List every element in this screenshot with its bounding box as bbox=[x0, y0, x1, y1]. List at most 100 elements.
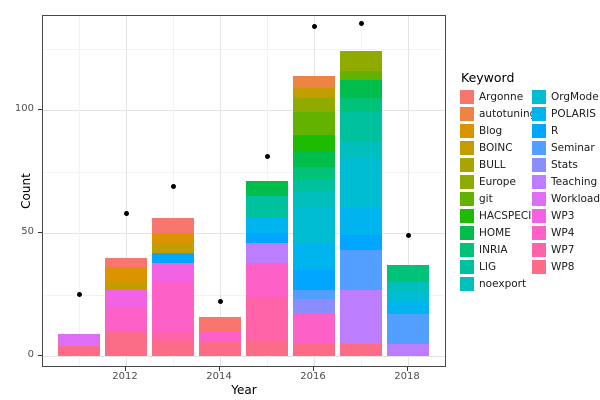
data-point-2016 bbox=[311, 23, 317, 29]
bar-segment-2018-INRIA bbox=[387, 264, 429, 283]
legend-item-Teaching: Teaching bbox=[532, 175, 600, 189]
bar-segment-2015-POLARIS bbox=[246, 218, 288, 233]
bar-segment-2015-LIG bbox=[246, 196, 288, 219]
bar-segment-2013-R bbox=[152, 252, 194, 263]
bar-segment-2015-WP4 bbox=[246, 262, 288, 297]
data-point-2017 bbox=[358, 21, 364, 27]
bar-segment-2017-LIG bbox=[340, 112, 382, 142]
bar-segment-2016-OrgMode bbox=[293, 208, 335, 243]
data-point-2018 bbox=[405, 232, 411, 238]
bar-segment-2016-HACSPECIS bbox=[293, 134, 335, 152]
legend-swatch-Blog bbox=[460, 124, 474, 138]
legend-label-Stats: Stats bbox=[551, 159, 578, 171]
legend-swatch-HOME bbox=[460, 226, 474, 240]
bar-segment-2016-HOME bbox=[293, 151, 335, 167]
gridline-y-minor bbox=[43, 48, 445, 50]
bar-segment-2013-WP8 bbox=[152, 341, 194, 356]
legend-item-WP4: WP4 bbox=[532, 226, 600, 240]
bar-segment-2014-Argonne bbox=[199, 316, 241, 332]
legend-label-Workload: Workload bbox=[551, 193, 600, 205]
gridline-x-major bbox=[408, 16, 409, 366]
legend-label-WP4: WP4 bbox=[551, 227, 575, 239]
legend-label-autotuning: autotuning bbox=[479, 108, 537, 120]
legend-label-Europe: Europe bbox=[479, 176, 516, 188]
legend-item-POLARIS: POLARIS bbox=[532, 107, 600, 121]
legend-swatch-POLARIS bbox=[532, 107, 546, 121]
legend-swatch-Workload bbox=[532, 192, 546, 206]
gridline-y-major bbox=[43, 110, 445, 111]
x-tick-label-2012: 2012 bbox=[112, 371, 138, 382]
gridline-y-major bbox=[43, 233, 445, 234]
bar-segment-2015-Teaching bbox=[246, 242, 288, 263]
legend-label-LIG: LIG bbox=[479, 261, 497, 273]
legend-swatch-R bbox=[532, 124, 546, 138]
x-tick-mark bbox=[219, 367, 220, 371]
legend-item-Stats: Stats bbox=[532, 158, 600, 172]
x-tick-mark bbox=[407, 367, 408, 371]
legend-swatch-Argonne bbox=[460, 90, 474, 104]
bar-segment-2012-WP8 bbox=[105, 331, 147, 356]
y-tick-mark bbox=[38, 109, 42, 110]
bar-segment-2014-WP4 bbox=[199, 331, 241, 342]
y-axis-title: Count bbox=[19, 173, 33, 209]
data-point-2013 bbox=[170, 183, 176, 189]
bar-segment-2018-OrgMode bbox=[387, 292, 429, 302]
bar-segment-2016-autotuning bbox=[293, 75, 335, 88]
legend-label-noexport: noexport bbox=[479, 278, 527, 290]
bar-segment-2017-OrgMode bbox=[340, 156, 382, 209]
legend-label-R: R bbox=[551, 125, 559, 137]
bar-segment-2017-Teaching bbox=[340, 289, 382, 344]
bar-segment-2015-WP7 bbox=[246, 296, 288, 342]
bar-segment-2013-Argonne bbox=[152, 218, 194, 233]
bar-segment-2012-WP4 bbox=[105, 306, 147, 332]
bar-segment-2016-INRIA bbox=[293, 166, 335, 179]
bar-segment-2017-noexport bbox=[340, 141, 382, 157]
bar-segment-2011-WP8 bbox=[58, 346, 100, 356]
bar-segment-2012-WP3 bbox=[105, 289, 147, 307]
y-tick-label-50: 50 bbox=[21, 226, 34, 237]
bar-segment-2015-WP8 bbox=[246, 341, 288, 356]
gridline-y-minor bbox=[43, 294, 445, 296]
legend-item-BOINC: BOINC bbox=[460, 141, 530, 155]
legend-label-POLARIS: POLARIS bbox=[551, 108, 596, 120]
legend-item-WP7: WP7 bbox=[532, 243, 600, 257]
bar-segment-2013-WP7 bbox=[152, 331, 194, 342]
bar-segment-2015-R bbox=[246, 233, 288, 243]
legend-item-HOME: HOME bbox=[460, 226, 530, 240]
legend-swatch-Europe bbox=[460, 175, 474, 189]
legend-swatch-WP3 bbox=[532, 209, 546, 223]
legend-label-git: git bbox=[479, 193, 493, 205]
gridline-y-minor bbox=[43, 171, 445, 173]
legend-label-Blog: Blog bbox=[479, 125, 503, 137]
x-tick-label-2016: 2016 bbox=[300, 371, 326, 382]
legend-swatch-OrgMode bbox=[532, 90, 546, 104]
bar-segment-2012-BOINC bbox=[105, 282, 147, 290]
legend-label-OrgMode: OrgMode bbox=[551, 91, 599, 103]
x-tick-label-2018: 2018 bbox=[394, 371, 420, 382]
bar-segment-2013-BOINC bbox=[152, 242, 194, 253]
x-tick-label-2014: 2014 bbox=[206, 371, 232, 382]
bar-segment-2016-LIG bbox=[293, 178, 335, 192]
legend-item-noexport: noexport bbox=[460, 277, 530, 291]
bar-segment-2016-noexport bbox=[293, 191, 335, 209]
x-tick-mark bbox=[313, 367, 314, 371]
bar-segment-2017-R bbox=[340, 235, 382, 251]
legend-label-WP7: WP7 bbox=[551, 244, 575, 256]
legend-swatch-WP8 bbox=[532, 260, 546, 274]
bar-segment-2017-POLARIS bbox=[340, 208, 382, 236]
bar-segment-2014-WP8 bbox=[199, 341, 241, 356]
bar-segment-2016-R bbox=[293, 269, 335, 290]
legend-label-HOME: HOME bbox=[479, 227, 511, 239]
legend-swatch-LIG bbox=[460, 260, 474, 274]
legend-item-Workload: Workload bbox=[532, 192, 600, 206]
legend-item-WP3: WP3 bbox=[532, 209, 600, 223]
legend-item-BULL: BULL bbox=[460, 158, 530, 172]
data-point-2011 bbox=[76, 292, 82, 297]
legend-item-autotuning: autotuning bbox=[460, 107, 536, 121]
legend-swatch-BULL bbox=[460, 158, 474, 172]
gridline-x-minor bbox=[79, 16, 80, 366]
bar-segment-2017-INRIA bbox=[340, 97, 382, 113]
plot-panel bbox=[42, 15, 446, 367]
bar-segment-2016-git bbox=[293, 112, 335, 135]
legend: Keyword Argonne autotuning Blog BOINC BULL Eu… bbox=[455, 0, 600, 400]
